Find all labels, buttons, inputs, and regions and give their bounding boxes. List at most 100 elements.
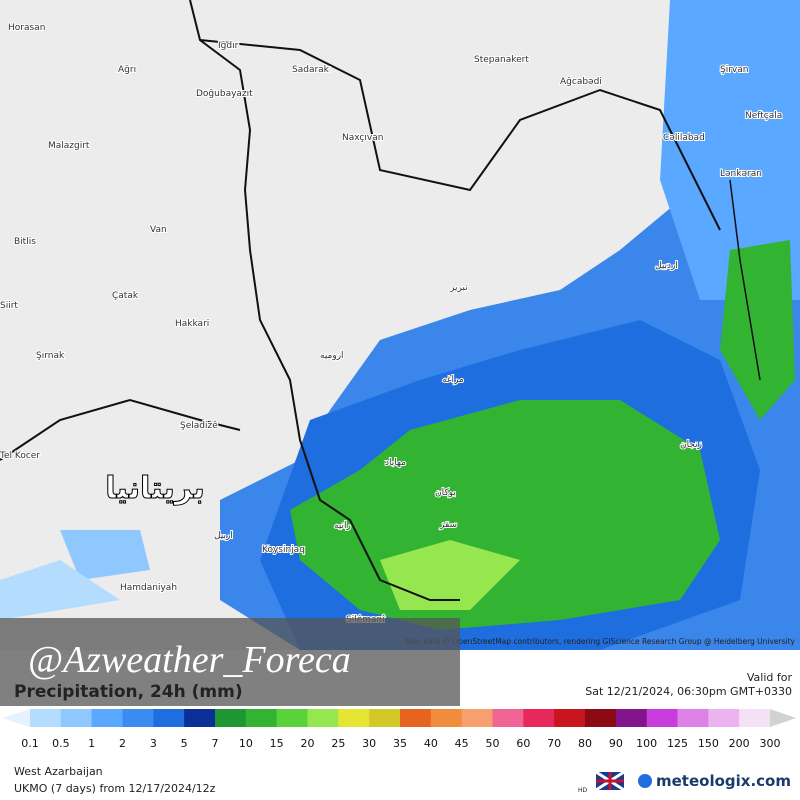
map-label: Hamdaniyah — [120, 583, 177, 593]
legend-tick-label: 60 — [516, 737, 530, 750]
legend-tick-label: 5 — [181, 737, 188, 750]
map-label: Cəlilabad — [663, 133, 705, 143]
legend-swatch — [615, 709, 648, 727]
map: Horasan Ağrı Iğdır Sadarak Doğubayazıt Malazg… — [0, 0, 800, 650]
legend-swatch — [400, 709, 432, 727]
brand: meteologix.com — [656, 772, 791, 790]
legend-tick-label: 0.5 — [52, 737, 70, 750]
map-label: اردبيل — [655, 261, 678, 271]
map-label: Şırnak — [36, 351, 65, 361]
map-label: اربيل — [214, 531, 233, 541]
uk-flag — [595, 770, 625, 792]
map-label: Ağcabədi — [560, 77, 602, 87]
legend-swatch — [461, 709, 493, 727]
map-label: Sadarak — [292, 65, 330, 75]
map-label: زنجان — [680, 440, 702, 450]
map-label: Ağrı — [118, 65, 136, 75]
legend-swatch — [153, 709, 185, 727]
map-label: رانيه — [334, 521, 351, 531]
map-label: تبريز — [449, 283, 468, 293]
legend-tick-label: 300 — [760, 737, 781, 750]
legend-swatch — [338, 709, 370, 727]
map-label: Şirvan — [720, 65, 748, 75]
legend-tick-label: 15 — [270, 737, 284, 750]
legend-tick-label: 150 — [698, 737, 719, 750]
legend-swatch — [245, 709, 278, 727]
legend-tick-label: 30 — [362, 737, 376, 750]
legend-swatch — [30, 709, 62, 727]
map-label: Bitlis — [14, 237, 36, 247]
legend-swatch — [554, 709, 586, 727]
legend-swatch — [60, 709, 93, 727]
legend-swatch — [585, 709, 617, 727]
map-label: Neftçala — [745, 111, 782, 121]
map-label: Horasan — [8, 23, 45, 33]
legend-swatch — [492, 709, 524, 727]
legend-tick-label: 200 — [729, 737, 750, 750]
region: West Azarbaijan — [14, 765, 103, 778]
legend-tick-label: 80 — [578, 737, 592, 750]
legend-tick-label: 100 — [636, 737, 657, 750]
legend-tick-label: 40 — [424, 737, 438, 750]
legend-swatch — [184, 709, 216, 727]
legend-tick-label: 70 — [547, 737, 561, 750]
legend-swatch — [307, 709, 339, 727]
overlay-text: بريتانيا — [105, 471, 204, 506]
watermark: @Azweather_Foreca — [28, 639, 351, 681]
map-label: سقز — [439, 520, 457, 530]
map-credit: Map data © OpenStreetMap contributors, r… — [405, 637, 796, 646]
legend-swatch — [646, 709, 678, 727]
legend-tick-label: 45 — [455, 737, 469, 750]
legend-swatch — [215, 709, 247, 727]
legend-swatch — [430, 709, 463, 727]
legend-tick-label: 50 — [486, 737, 500, 750]
map-label: Naxçıvan — [342, 133, 383, 143]
product-title: Precipitation, 24h (mm) — [14, 682, 243, 702]
legend-tick-label: 0.1 — [21, 737, 39, 750]
legend-swatch — [523, 709, 555, 727]
legend-tick-label: 7 — [212, 737, 219, 750]
watermark-box — [0, 618, 460, 706]
hd-badge: HD — [578, 787, 588, 794]
legend-swatch — [369, 709, 401, 727]
map-label: Iğdır — [218, 41, 239, 51]
legend-tick-label: 20 — [301, 737, 315, 750]
legend-swatch — [276, 709, 308, 727]
valid-time: Sat 12/21/2024, 06:30pm GMT+0330 — [585, 685, 792, 698]
legend-tick-label: 1 — [88, 737, 95, 750]
legend-tick-label: 25 — [331, 737, 345, 750]
map-label: ارومیه — [320, 351, 344, 361]
legend-swatch — [91, 709, 123, 727]
legend-tick-label: 2 — [119, 737, 126, 750]
map-label: Malazgirt — [48, 141, 90, 151]
map-label: Koysinjaq — [262, 545, 305, 555]
map-label: Çatak — [112, 291, 139, 301]
legend-tick-label: 35 — [393, 737, 407, 750]
map-label: Doğubayazıt — [196, 89, 253, 99]
map-label: Şeladizê — [180, 420, 218, 431]
legend-arrow — [770, 709, 796, 727]
legend-tick-label: 10 — [239, 737, 253, 750]
brand-logo — [638, 774, 652, 788]
map-label: مهاباد — [385, 458, 406, 468]
map-label: Siirt — [0, 301, 18, 311]
color-legend: 0.1 0.5 1 2 3 5 7 10 15 20 25 30 35 40 45 50 60 70 80 90 100… — [2, 709, 796, 750]
map-label: مراغه — [442, 375, 464, 385]
legend-tick-label: 90 — [609, 737, 623, 750]
map-label: Stepanakert — [474, 55, 529, 65]
legend-swatch — [708, 709, 740, 727]
model-run: UKMO (7 days) from 12/17/2024/12z — [14, 782, 216, 795]
valid-label: Valid for — [747, 671, 793, 684]
legend-swatch — [739, 709, 771, 727]
map-label: Lənkəran — [720, 169, 762, 179]
legend-swatch — [677, 709, 709, 727]
legend-arrow — [2, 709, 30, 727]
legend-tick-label: 3 — [150, 737, 157, 750]
legend-swatch — [122, 709, 154, 727]
legend-tick-label: 125 — [667, 737, 688, 750]
map-label: Hakkari — [175, 319, 209, 329]
map-label: بوکان — [435, 488, 456, 498]
map-label: Tel Kocer — [0, 451, 40, 461]
map-label: Van — [150, 225, 167, 235]
